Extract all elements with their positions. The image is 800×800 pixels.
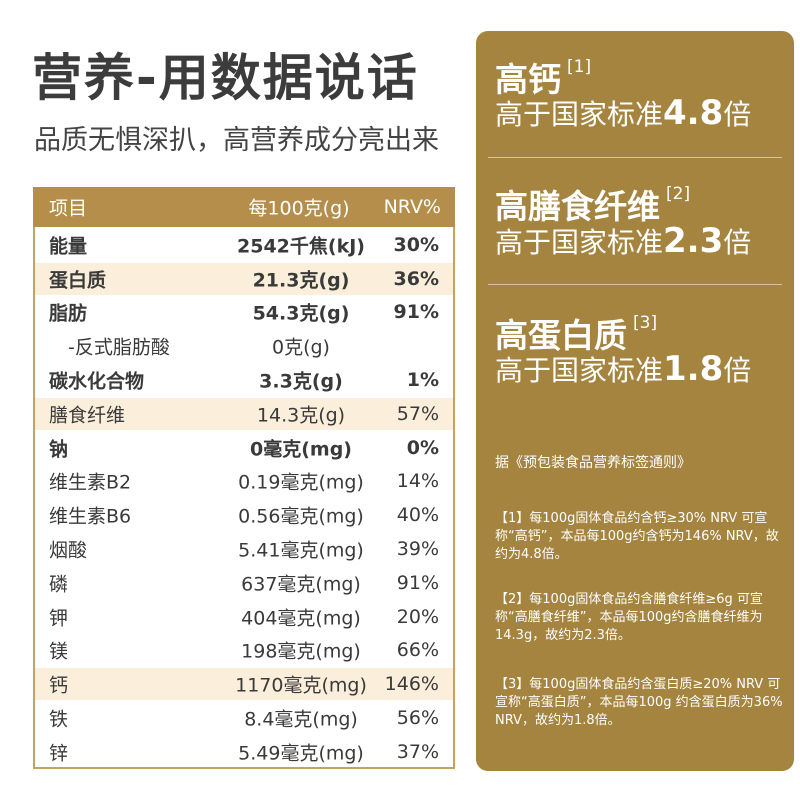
claim-prefix: 高于国家标准 [495,226,664,259]
nutrient-name: 磷 [49,573,69,596]
claim-suffix: 倍 [723,226,752,259]
nutrient-value: 0毫克(mg) [250,438,352,461]
nutrient-name: 蛋白质 [49,269,107,292]
nutrient-value: 0.56毫克(mg) [238,505,364,528]
nutrient-nrv: 91% [396,571,439,594]
nutrient-name: 维生素B6 [49,505,132,528]
claim-title-calcium: 高钙 [1] [495,53,591,101]
claim-suffix: 倍 [723,98,752,131]
table-row: 膳食纤维 14.3克(g) 57% [35,398,453,430]
nutrient-nrv: 39% [396,538,439,561]
claim-ref: [1] [567,57,592,77]
nutrient-nrv: 0% [406,436,439,459]
table-row: 能量 2542千焦(kJ) 30% [35,229,453,261]
nutrient-name: 铁 [49,708,69,731]
table-row: 锌 5.49毫克(mg) 37% [35,736,453,768]
basis-text: 据《预包装食品营养标签通则》 [495,455,691,471]
claim-multiple: 2.3 [663,221,724,261]
nutrient-value: 5.49毫克(mg) [238,742,364,765]
claim-ref: [2] [666,184,691,204]
nutrient-value: 1170毫克(mg) [235,674,367,697]
table-row: 脂肪 54.3克(g) 91% [35,297,453,329]
page-title: 营养-用数据说话 [32,49,419,107]
nutrient-nrv: 56% [396,707,439,730]
nutrient-value: 21.3克(g) [252,269,350,292]
nutrient-value: 0克(g) [272,336,330,359]
nutrient-value: 14.3克(g) [256,404,346,427]
nutrient-name: 脂肪 [49,302,88,325]
claim-prefix: 高于国家标准 [495,354,664,387]
table-row: 钾 404毫克(mg) 20% [35,601,453,633]
nutrient-nrv: 57% [396,402,439,425]
nutrient-value: 3.3克(g) [259,370,343,393]
divider [488,284,782,285]
nutrient-name: 镁 [49,640,69,663]
table-row: 铁 8.4毫克(mg) 56% [35,702,453,734]
nutrition-table: 项目 每100克(g) NRV% 能量 2542千焦(kJ) 30% 蛋白质 21.3克… [33,187,455,769]
table-header: 项目 每100克(g) NRV% [33,187,455,227]
nutrient-name: 钙 [49,674,69,697]
nutrient-value: 404毫克(mg) [241,607,361,630]
nutrient-value: 198毫克(mg) [241,640,361,663]
claim-ref: [3] [633,313,658,333]
table-row: 维生素B2 0.19毫克(mg) 14% [35,466,453,498]
nutrient-nrv: 66% [396,639,439,662]
table-row: 碳水化合物 3.3克(g) 1% [35,364,453,396]
nutrient-name: 维生素B2 [49,471,132,494]
table-row: 钙 1170毫克(mg) 146% [35,668,453,701]
nutrient-name: 烟酸 [49,539,88,562]
table-row: -反式脂肪酸 0克(g) [35,330,453,362]
header-item: 项目 [49,197,88,220]
claim-name: 高钙 [495,60,561,99]
nutrient-name: 碳水化合物 [49,370,145,393]
claim-line-calcium: 高于国家标准4.8倍 [495,93,751,133]
header-per100g: 每100克(g) [248,197,350,220]
nutrient-name: 膳食纤维 [49,404,126,427]
nutrient-value: 54.3克(g) [252,302,350,325]
nutrient-value: 5.41毫克(mg) [238,539,364,562]
claim-title-fiber: 高膳食纤维 [2] [495,180,690,228]
nutrient-value: 637毫克(mg) [241,573,361,596]
nutrient-name: 钠 [49,438,69,461]
nutrient-value: 2542千焦(kJ) [237,235,365,258]
claim-name: 高蛋白质 [495,316,627,355]
footnote-2: 【2】每100g固体食品约含膳食纤维≥6g 可宣称“高膳食纤维”，本品每100g… [495,592,763,643]
nutrient-nrv: 20% [396,605,439,628]
table-row: 钠 0毫克(mg) 0% [35,432,453,464]
table-row: 蛋白质 21.3克(g) 36% [35,262,453,295]
claim-name: 高膳食纤维 [495,187,660,226]
nutrient-nrv: 40% [396,504,439,527]
nutrient-name: 能量 [49,235,88,258]
nutrient-name: -反式脂肪酸 [68,336,170,359]
claim-title-protein: 高蛋白质 [3] [495,309,657,357]
claims-panel: 高钙 [1] 高于国家标准4.8倍 高膳食纤维 [2] 高于国家标准2.3倍 高蛋白… [476,31,794,771]
nutrient-name: 钾 [49,607,69,630]
nutrient-value: 8.4毫克(mg) [244,708,358,731]
claim-prefix: 高于国家标准 [495,98,664,131]
table-row: 烟酸 5.41毫克(mg) 39% [35,533,453,565]
nutrient-nrv: 14% [396,470,439,493]
claim-line-fiber: 高于国家标准2.3倍 [495,221,751,261]
claim-multiple: 4.8 [663,93,724,133]
page-subtitle: 品质无惧深扒，高营养成分亮出来 [34,125,439,156]
nutrient-value: 0.19毫克(mg) [238,471,364,494]
claim-line-protein: 高于国家标准1.8倍 [495,349,751,389]
nutrient-nrv: 37% [396,740,439,763]
nutrient-name: 锌 [49,742,69,765]
footnote-3: 【3】每100g固体食品约含蛋白质≥20% NRV 可宣称“高蛋白质”，本品每1… [495,677,783,728]
nutrient-nrv: 91% [393,301,439,324]
nutrient-nrv: 146% [384,673,439,696]
table-row: 磷 637毫克(mg) 91% [35,567,453,599]
divider [488,157,782,158]
claim-multiple: 1.8 [663,349,724,389]
nutrient-nrv: 30% [393,233,439,256]
nutrient-nrv: 36% [393,267,439,290]
table-row: 镁 198毫克(mg) 66% [35,635,453,667]
header-nrv: NRV% [383,196,441,218]
table-row: 维生素B6 0.56毫克(mg) 40% [35,499,453,531]
footnote-1: 【1】每100g固体食品约含钙≥30% NRV 可宣称“高钙”，本品每100g约… [495,511,779,562]
nutrient-nrv: 1% [406,369,439,392]
claim-suffix: 倍 [723,354,752,387]
